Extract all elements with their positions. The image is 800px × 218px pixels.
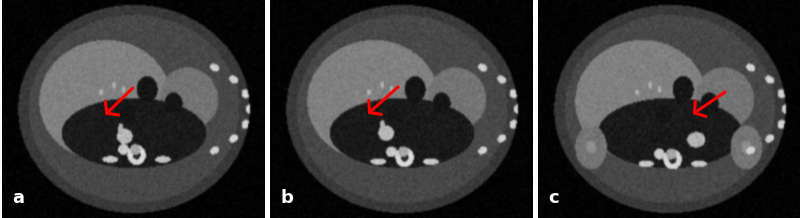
Text: c: c bbox=[549, 189, 559, 207]
Text: b: b bbox=[281, 189, 294, 207]
Text: a: a bbox=[13, 189, 25, 207]
